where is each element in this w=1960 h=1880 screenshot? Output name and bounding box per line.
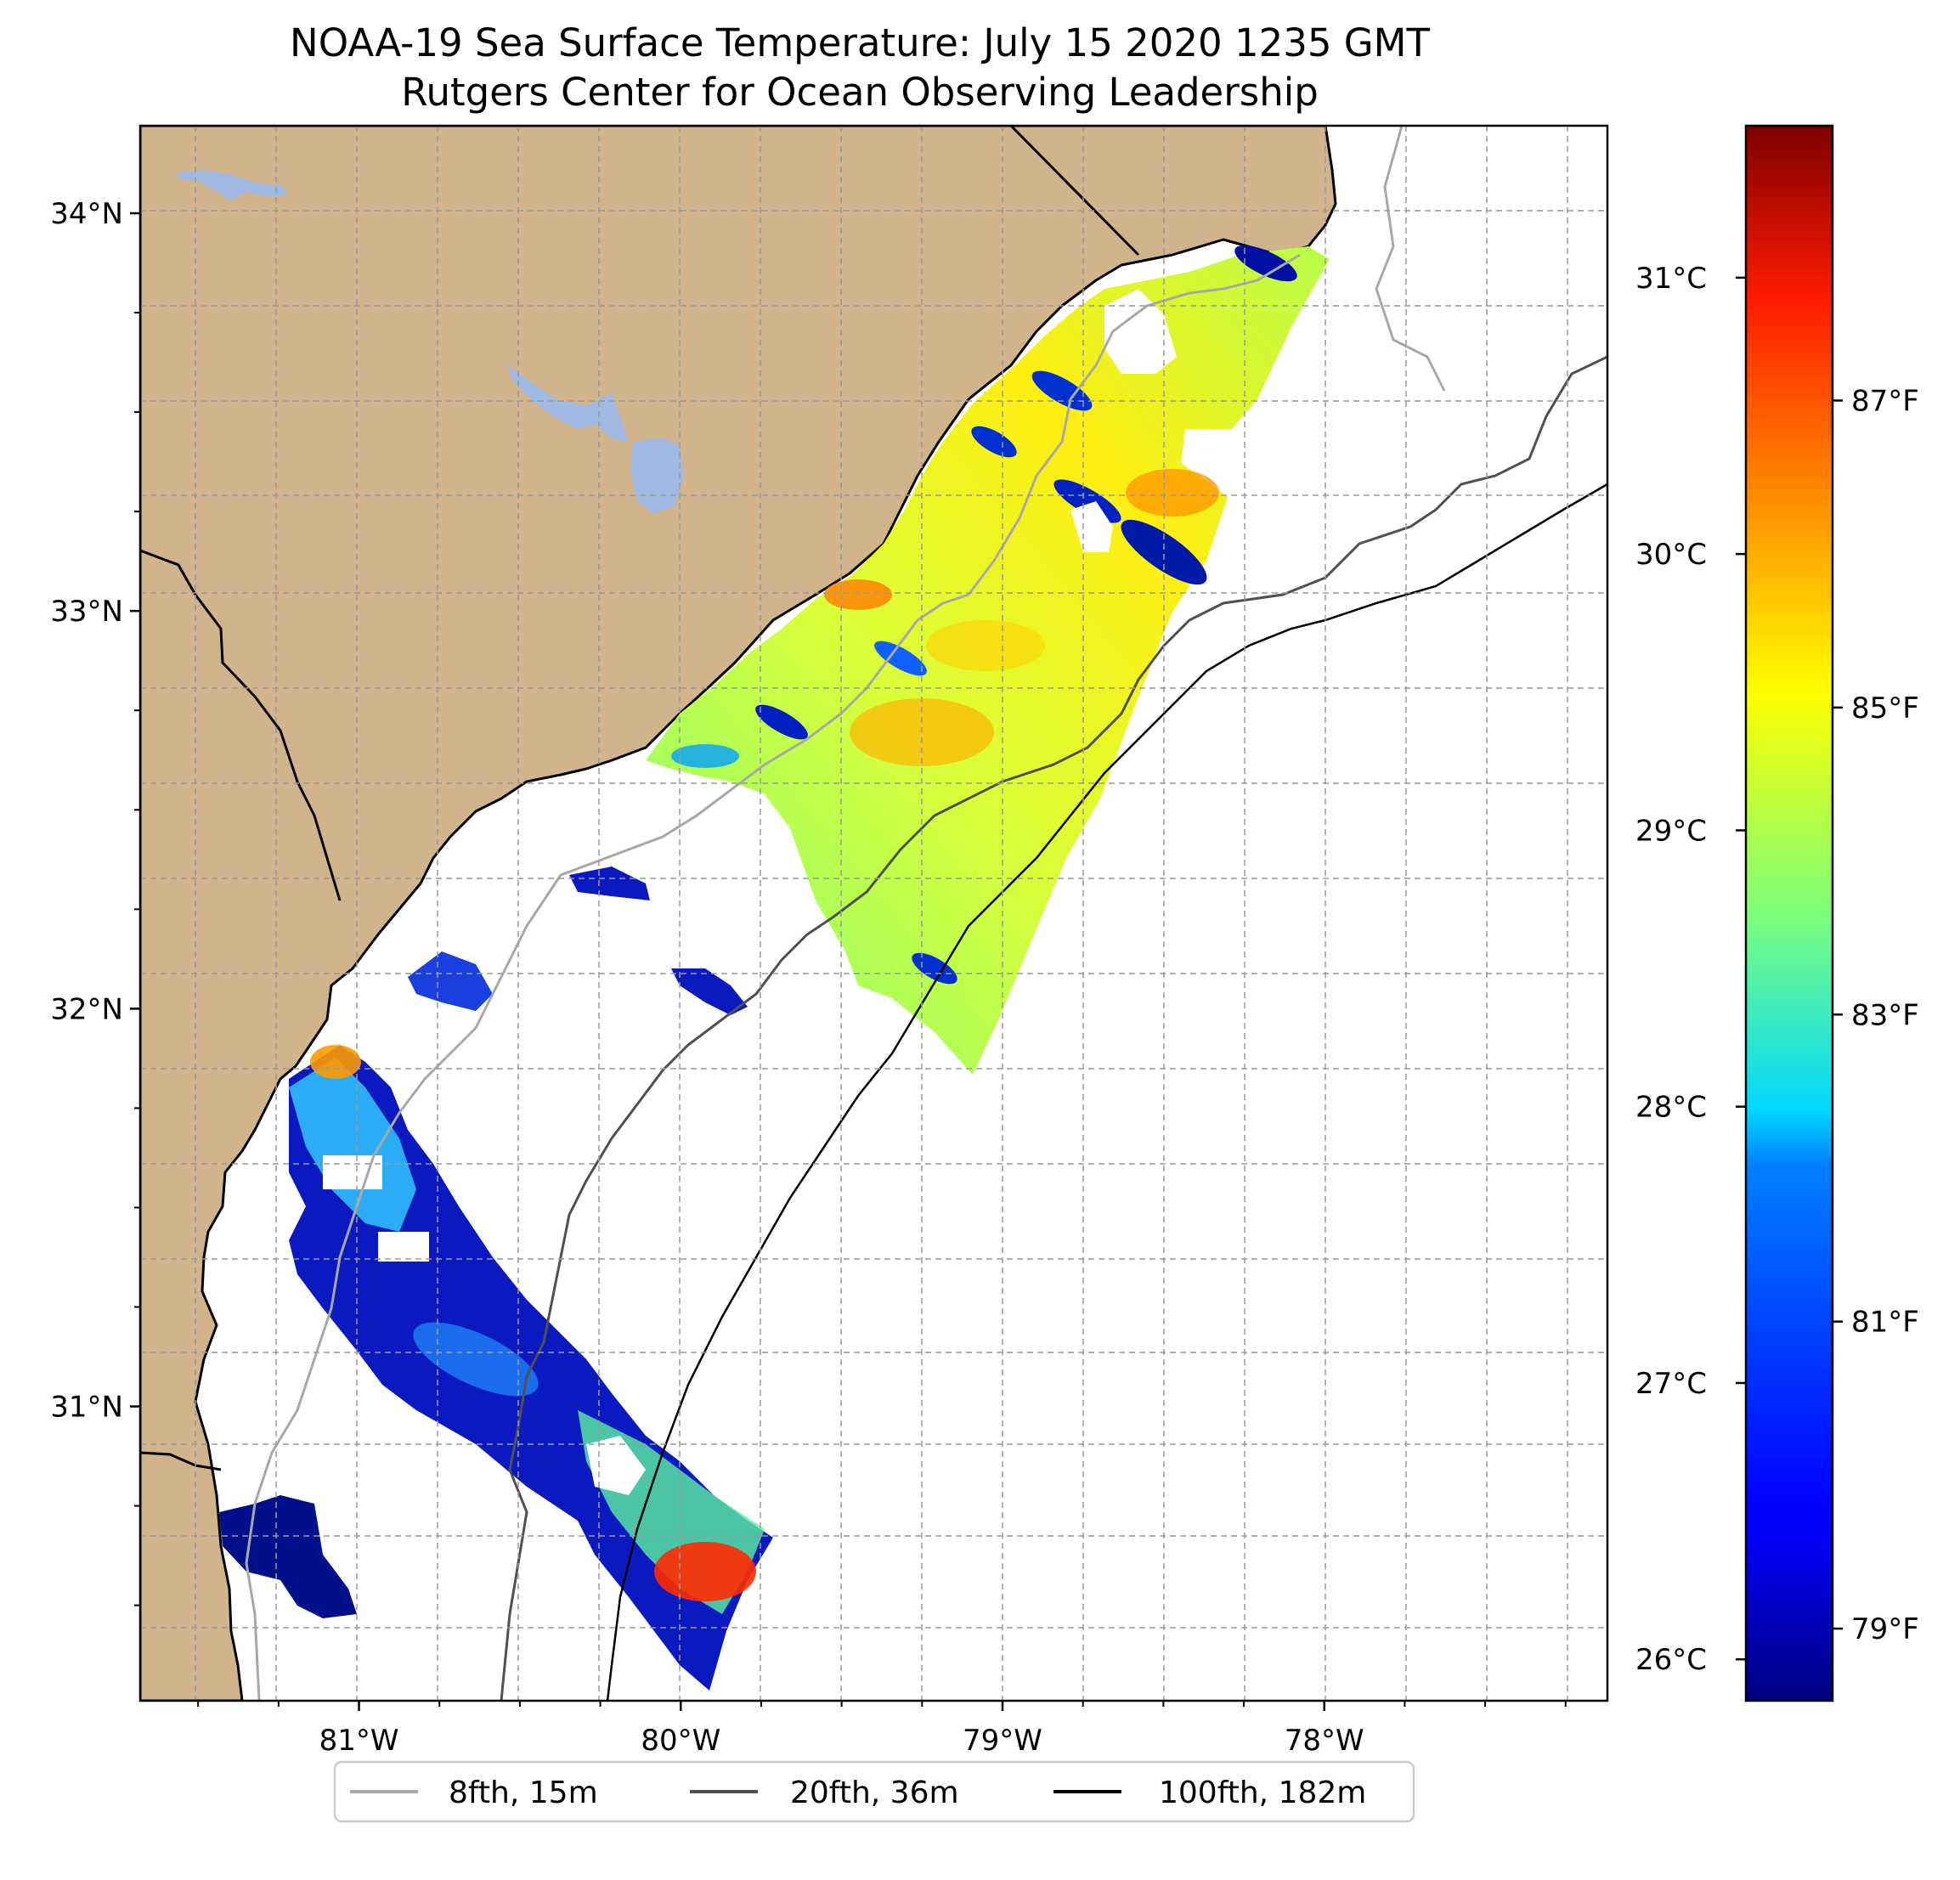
lat-tick-label: 34°N xyxy=(50,197,123,231)
cool-patch xyxy=(874,641,927,676)
cool-patch xyxy=(912,952,957,985)
map-frame xyxy=(138,124,1609,1702)
lat-tick-label: 32°N xyxy=(50,992,123,1026)
cool-patch xyxy=(1121,519,1207,585)
fahrenheit-tick-label: 83°F xyxy=(1851,998,1919,1032)
lon-tick-label: 79°W xyxy=(963,1724,1042,1758)
celsius-ticks: 31°C 30°C 29°C 28°C 27°C 26°C xyxy=(1635,262,1746,1677)
title-line-1: NOAA-19 Sea Surface Temperature: July 15… xyxy=(290,20,1430,65)
cloud-gap xyxy=(586,1436,646,1495)
celsius-tick-label: 27°C xyxy=(1635,1367,1707,1401)
warm-patch xyxy=(926,620,1045,671)
fahrenheit-tick-label: 81°F xyxy=(1851,1306,1919,1340)
lake-marion xyxy=(177,170,289,200)
lat-tick-label: 31°N xyxy=(50,1391,123,1425)
state-border xyxy=(140,549,342,1471)
isobath-8fth xyxy=(245,126,1446,1701)
lon-tick-label: 78°W xyxy=(1285,1724,1364,1758)
sst-small-patch xyxy=(408,951,493,1011)
lake-moultrie xyxy=(506,364,629,442)
cool-patch xyxy=(413,1322,539,1397)
cool-patch xyxy=(1234,245,1297,282)
warm-patch xyxy=(1126,469,1219,517)
cool-patch xyxy=(671,744,739,768)
cloud-gap xyxy=(378,1232,429,1262)
celsius-tick-label: 31°C xyxy=(1635,262,1707,296)
warm-patch xyxy=(824,579,892,610)
sst-south-band xyxy=(289,1058,416,1232)
sst-small-patch xyxy=(671,968,748,1015)
celsius-tick-label: 28°C xyxy=(1635,1091,1707,1125)
cloud-gap xyxy=(1070,501,1113,552)
cool-patch xyxy=(1053,479,1121,523)
fahrenheit-tick-label: 87°F xyxy=(1851,384,1919,418)
celsius-tick-label: 30°C xyxy=(1635,538,1707,572)
map-area xyxy=(140,126,1607,1701)
celsius-tick-label: 29°C xyxy=(1635,814,1707,848)
fahrenheit-ticks: 87°F 85°F 83°F 81°F 79°F xyxy=(1833,384,1919,1646)
legend-label-8fth: 8fth, 15m xyxy=(449,1776,598,1810)
legend: 8fth, 15m 20fth, 36m 100fth, 182m xyxy=(333,1760,1415,1823)
nc-sc-border xyxy=(1009,126,1140,257)
warm-patch xyxy=(654,1542,756,1601)
lat-ticks: 34°N 33°N 32°N 31°N xyxy=(50,197,140,1425)
legend-label-20fth: 20fth, 36m xyxy=(790,1776,959,1810)
lon-tick-label: 80°W xyxy=(641,1724,720,1758)
cool-patch xyxy=(971,426,1017,458)
colorbar xyxy=(1744,124,1834,1702)
title-line-2: Rutgers Center for Ocean Observing Leade… xyxy=(401,70,1319,115)
sst-small-patch xyxy=(569,867,650,900)
cool-patch xyxy=(755,704,808,740)
legend-box xyxy=(333,1760,1415,1823)
warm-patch xyxy=(310,1045,361,1079)
celsius-tick-label: 26°C xyxy=(1635,1643,1707,1677)
cloud-gap xyxy=(1104,289,1177,374)
lat-tick-label: 33°N xyxy=(50,595,123,629)
lon-tick-label: 81°W xyxy=(319,1724,399,1758)
fahrenheit-tick-label: 79°F xyxy=(1851,1612,1919,1646)
cool-patch xyxy=(1031,370,1093,411)
isobath-20fth xyxy=(500,355,1607,1701)
legend-label-100fth: 100fth, 182m xyxy=(1159,1776,1366,1810)
fahrenheit-tick-label: 85°F xyxy=(1851,692,1919,725)
lon-ticks: 81°W 80°W 79°W 78°W xyxy=(319,1701,1364,1758)
lon-gridlines xyxy=(195,126,1568,1701)
land-mass xyxy=(140,126,1337,1701)
sst-south-patch xyxy=(219,1495,357,1618)
